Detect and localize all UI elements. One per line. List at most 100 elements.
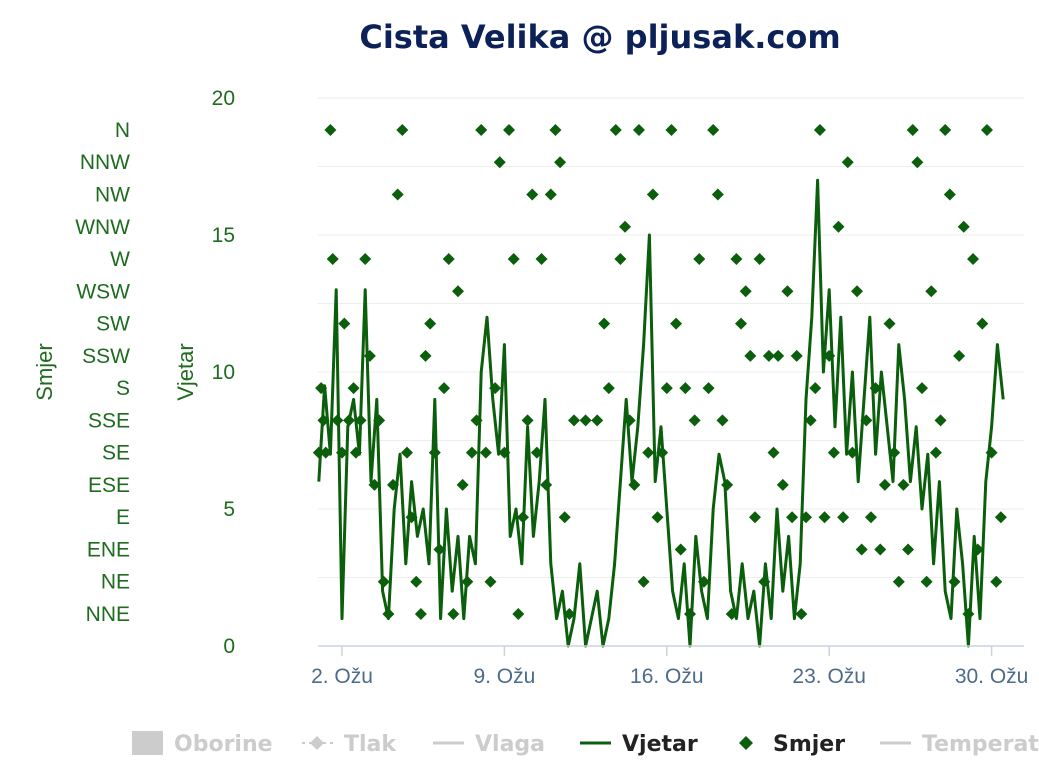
direction-point [368,478,381,491]
direction-point [985,446,998,459]
legend-symbol [310,736,324,750]
direction-point [971,543,984,556]
direction-point [452,285,464,298]
direction-point [827,446,840,459]
direction-point [994,511,1007,524]
direction-point [516,511,529,524]
direction-point [929,446,942,459]
wind-line [317,178,1005,648]
direction-point [442,253,455,266]
direction-point [753,253,766,266]
direction-point [456,478,469,491]
direction-point [359,253,372,266]
direction-point [786,511,799,524]
legend-item: Vlaga [433,732,545,757]
direction-point [498,446,511,459]
direction-point [396,123,409,136]
direction-point [767,446,780,459]
wind-axis-ticks: 0 5 10 15 20 [212,87,235,658]
direction-tick-label: E [116,506,130,529]
direction-point [920,575,933,588]
direction-point [479,446,492,459]
direction-point [716,414,729,427]
direction-point [976,317,989,330]
direction-point [382,608,395,620]
direction-point [748,511,761,524]
direction-point [651,511,664,524]
legend-item: Vjetar [580,732,698,757]
direction-point [433,543,446,556]
direction-point [832,220,845,233]
direction-point [800,511,812,524]
direction-point [438,382,451,395]
x-tick-label: 9. Ožu [473,665,535,688]
direction-point [312,446,325,459]
direction-tick-label: NW [95,183,130,206]
direction-point [837,511,850,524]
x-axis-ticks: 2. Ožu 9. Ožu 16. Ožu 23. Ožu 30. Ožu [311,646,1028,688]
direction-point [967,253,980,266]
direction-tick-label: WNW [75,216,130,239]
direction-point [953,349,966,362]
direction-point [405,511,418,524]
direction-point [864,511,877,524]
direction-point [579,414,592,427]
direction-point [818,511,831,524]
direction-point [568,414,580,427]
direction-point [855,543,868,556]
direction-point [846,446,859,459]
direction-point [623,414,636,427]
direction-point [735,317,748,330]
wind-tick-label: 20 [212,87,235,110]
legend: Oborine Tlak Vlaga Vjetar Smjer Temperatu [132,731,1039,757]
legend-symbol [132,731,163,755]
direction-point [591,414,604,427]
x-tick-label: 30. Ožu [955,665,1029,688]
direction-point [319,446,332,459]
direction-point [646,188,659,201]
direction-point [354,414,367,427]
series-smjer [312,123,1007,620]
direction-point [347,382,360,395]
direction-point [739,285,752,298]
legend-label: Vlaga [475,732,545,757]
direction-point [934,414,947,427]
direction-point [721,478,734,491]
direction-point [781,285,794,298]
x-tick-label: 2. Ožu [311,665,373,688]
direction-point [813,123,826,136]
direction-point [702,382,715,395]
direction-point [809,382,822,395]
direction-point [711,188,724,201]
direction-point [609,123,622,136]
legend-item: Tlak [302,732,397,757]
direction-point [990,575,1003,588]
direction-tick-label: ENE [87,538,130,561]
direction-point [493,156,506,169]
direction-point [679,382,692,395]
direction-point [939,123,952,136]
direction-point [475,123,488,136]
direction-point [642,446,655,459]
direction-tick-label: W [110,248,130,271]
direction-point [688,414,701,427]
direction-point [489,382,502,395]
direction-tick-label: NE [101,571,130,594]
direction-point [762,349,775,362]
direction-point [804,414,817,427]
direction-point [540,478,553,491]
direction-point [665,123,678,136]
direction-axis-title: Smjer [32,343,57,400]
direction-tick-label: SSE [88,409,130,432]
direction-point [447,608,460,620]
direction-point [902,543,915,556]
legend-label: Temperatu [922,732,1039,757]
direction-tick-label: S [116,377,130,400]
direction-point [851,285,864,298]
direction-point [512,608,525,620]
direction-point [377,575,390,588]
direction-point [424,317,437,330]
legend-item: Oborine [132,731,273,757]
direction-point [674,543,687,556]
direction-point [614,253,627,266]
